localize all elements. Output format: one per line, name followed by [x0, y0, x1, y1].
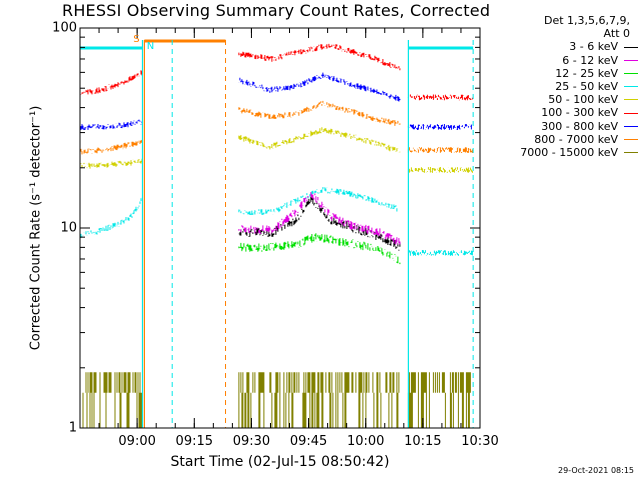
series-trace-segment — [79, 139, 143, 155]
legend-entry: 800 - 7000 keV — [480, 133, 638, 146]
legend-header-line-1: Det 1,3,5,6,7,9, — [543, 14, 630, 27]
legend-entry-label: 7000 - 15000 keV — [520, 146, 618, 160]
series-trace-segment — [407, 94, 473, 101]
series-trace-segment — [79, 158, 143, 169]
series-trace-segment — [238, 100, 401, 126]
legend-entry-label: 12 - 25 keV — [555, 66, 618, 80]
series-trace-segment — [238, 372, 400, 428]
axes-layer — [79, 27, 481, 429]
series-trace-segment — [238, 187, 398, 215]
legend-swatch — [624, 86, 638, 88]
legend-entry: 6 - 12 keV — [480, 54, 638, 67]
chart-title: RHESSI Observing Summary Count Rates, Co… — [62, 1, 491, 20]
series-12-25-kev — [238, 233, 401, 265]
legend-entry: 300 - 800 keV — [480, 120, 638, 133]
legend-entry: 100 - 300 keV — [480, 106, 638, 119]
x-axis-label: Start Time (02-Jul-15 08:50:42) — [170, 454, 390, 470]
x-tick-label: 10:30 — [461, 434, 499, 449]
y-tick-label: 100 — [52, 20, 77, 36]
series-6-12-kev — [238, 192, 401, 245]
series-3-6-kev — [238, 196, 401, 251]
legend: Det 1,3,5,6,7,9, Att 0 3 - 6 keV 6 - 12 k… — [480, 14, 638, 159]
legend-entry: 3 - 6 keV — [480, 40, 638, 53]
series-7000-15000-kev — [79, 372, 471, 428]
series-trace-segment — [79, 372, 143, 428]
x-tick-label: 09:45 — [289, 434, 328, 449]
legend-entry-label: 300 - 800 keV — [541, 119, 618, 133]
legend-swatch — [624, 72, 638, 74]
legend-entry-label: 800 - 7000 keV — [534, 132, 618, 146]
legend-swatch — [624, 46, 638, 48]
legend-entry-label: 6 - 12 keV — [562, 53, 618, 67]
series-trace-segment — [79, 197, 143, 238]
series-trace-segment — [238, 72, 401, 102]
series-trace-segment — [407, 372, 471, 428]
x-tick-label: 10:15 — [404, 434, 442, 449]
legend-entry-label: 100 - 300 keV — [541, 106, 618, 120]
legend-swatch — [624, 59, 638, 61]
series-300-800-kev — [79, 72, 473, 130]
series-layer — [79, 43, 473, 428]
x-tick-label: 09:00 — [118, 434, 156, 449]
event-marker-label-n: N — [146, 41, 155, 52]
y-tick-label: 10 — [60, 220, 77, 236]
legend-swatch — [624, 112, 638, 114]
legend-swatch — [624, 125, 638, 127]
x-tick-label: 09:15 — [175, 434, 214, 449]
legend-entry: 12 - 25 keV — [480, 67, 638, 80]
series-trace-segment — [238, 43, 401, 71]
series-trace-segment — [238, 127, 401, 153]
series-trace-segment — [238, 192, 401, 245]
series-trace-segment — [407, 250, 473, 256]
legend-entry: 50 - 100 keV — [480, 93, 638, 106]
series-50-100-kev — [79, 127, 473, 173]
marker-layer — [80, 39, 474, 428]
legend-entry-label: 25 - 50 keV — [555, 80, 618, 94]
series-trace-segment — [407, 167, 473, 173]
legend-swatch — [624, 99, 638, 101]
series-100-300-kev — [79, 43, 473, 101]
x-tick-label: 09:30 — [232, 434, 271, 449]
legend-header-line-2: Att 0 — [603, 27, 630, 41]
series-trace-segment — [238, 196, 401, 251]
y-axis-label: Corrected Count Rate (s⁻¹ detector⁻¹) — [28, 105, 44, 351]
series-trace-segment — [238, 233, 401, 265]
series-trace-segment — [79, 70, 143, 95]
event-marker-label-s: S — [133, 34, 140, 45]
series-trace-segment — [79, 119, 143, 130]
x-tick-label: 10:00 — [346, 434, 385, 449]
series-trace-segment — [407, 124, 473, 130]
legend-entry: 25 - 50 keV — [480, 80, 638, 93]
footer-timestamp: 29-Oct-2021 08:15 — [558, 466, 634, 475]
legend-swatch — [624, 152, 638, 154]
series-trace-segment — [407, 147, 473, 153]
legend-entry-label: 50 - 100 keV — [548, 93, 618, 107]
y-tick-label: 1 — [68, 420, 77, 436]
legend-entry-label: 3 - 6 keV — [569, 40, 618, 54]
legend-entries: 3 - 6 keV 6 - 12 keV 12 - 25 keV 25 - 50 ke… — [480, 40, 638, 159]
legend-entry: 7000 - 15000 keV — [480, 146, 638, 159]
legend-swatch — [624, 138, 638, 140]
